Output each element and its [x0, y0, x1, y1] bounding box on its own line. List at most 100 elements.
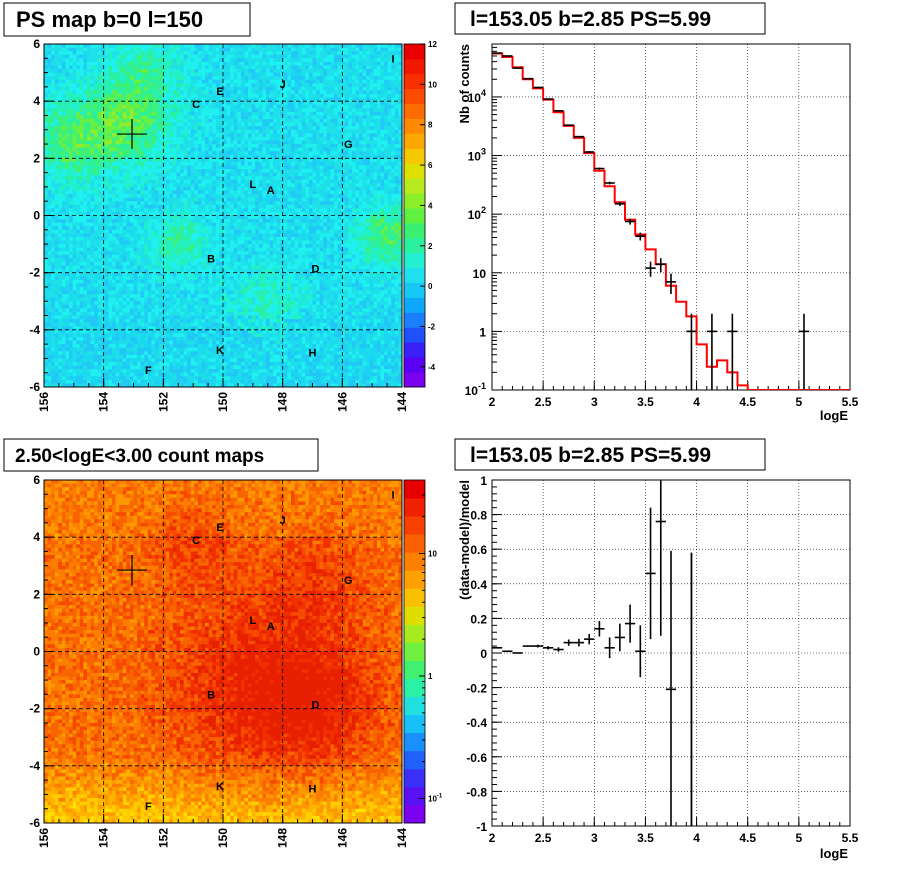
heatmap-cell	[244, 126, 249, 131]
heatmap-cell	[108, 72, 113, 77]
heatmap-cell	[359, 119, 364, 123]
heatmap-cell	[359, 58, 364, 63]
heatmap-cell	[341, 208, 346, 213]
heatmap-cell	[341, 144, 346, 149]
heatmap-cell	[86, 215, 91, 220]
heatmap-cell	[97, 186, 102, 191]
heatmap-cell	[65, 122, 70, 127]
heatmap-cell	[298, 76, 303, 81]
heatmap-cell	[212, 197, 217, 202]
heatmap-cell	[362, 204, 367, 209]
heatmap-cell	[165, 151, 170, 156]
heatmap-cell	[344, 69, 349, 73]
heatmap-cell	[362, 51, 367, 56]
heatmap-cell	[319, 140, 324, 145]
heatmap-cell	[276, 83, 281, 88]
heatmap-cell	[194, 144, 199, 149]
heatmap-cell	[287, 111, 292, 116]
heatmap-cell	[341, 211, 346, 216]
heatmap-cell	[169, 201, 174, 206]
heatmap-cell	[201, 176, 206, 181]
heatmap-cell	[305, 126, 310, 131]
heatmap-cell	[44, 144, 48, 149]
heatmap-cell	[355, 172, 360, 177]
heatmap-cell	[112, 204, 116, 209]
heatmap-cell	[373, 90, 378, 95]
heatmap-cell	[323, 208, 328, 213]
heatmap-cell	[273, 201, 278, 206]
heatmap-cell	[147, 101, 152, 106]
heatmap-cell	[140, 147, 145, 152]
heatmap-cell	[276, 183, 281, 188]
heatmap-cell	[223, 108, 227, 113]
heatmap-cell	[47, 215, 52, 220]
heatmap-cell	[137, 161, 142, 166]
heatmap-cell	[187, 86, 192, 91]
heatmap-cell	[187, 72, 192, 77]
heatmap-cell	[348, 197, 353, 202]
heatmap-cell	[362, 86, 367, 91]
heatmap-cell	[44, 197, 48, 202]
heatmap-cell	[187, 119, 192, 123]
heatmap-cell	[226, 83, 231, 88]
heatmap-cell	[86, 119, 91, 123]
heatmap-cell	[65, 94, 70, 98]
heatmap-cell	[208, 54, 213, 59]
heatmap-cell	[54, 161, 59, 166]
heatmap-cell	[129, 151, 134, 156]
heatmap-cell	[384, 144, 389, 149]
heatmap-cell	[197, 94, 202, 98]
heatmap-cell	[187, 190, 192, 195]
heatmap-cell	[355, 176, 360, 181]
heatmap-cell	[94, 83, 99, 88]
heatmap-cell	[373, 108, 378, 113]
heatmap-cell	[144, 111, 149, 116]
heatmap-cell	[162, 211, 167, 216]
heatmap-cell	[208, 86, 213, 91]
heatmap-cell	[65, 83, 70, 88]
heatmap-cell	[333, 211, 338, 216]
heatmap-cell	[380, 165, 385, 170]
heatmap-cell	[312, 197, 317, 202]
heatmap-cell	[348, 176, 353, 181]
heatmap-cell	[194, 133, 199, 138]
heatmap-cell	[65, 126, 70, 131]
heatmap-cell	[301, 165, 306, 170]
heatmap-cell	[205, 154, 210, 159]
heatmap-cell	[273, 119, 278, 123]
heatmap-cell	[366, 215, 371, 220]
heatmap-cell	[251, 97, 256, 102]
heatmap-cell	[126, 69, 131, 73]
heatmap-cell	[226, 101, 231, 106]
heatmap-cell	[305, 144, 310, 149]
heatmap-cell	[291, 76, 295, 81]
heatmap-cell	[122, 65, 127, 70]
heatmap-cell	[94, 108, 99, 113]
heatmap-cell	[369, 54, 374, 59]
heatmap-cell	[162, 133, 167, 138]
heatmap-cell	[208, 76, 213, 81]
heatmap-cell	[133, 208, 138, 213]
heatmap-cell	[269, 129, 274, 134]
heatmap-cell	[147, 83, 152, 88]
heatmap-cell	[76, 219, 81, 224]
heatmap-cell	[169, 97, 174, 102]
heatmap-cell	[205, 119, 210, 123]
heatmap-cell	[237, 197, 242, 202]
heatmap-cell	[391, 97, 396, 102]
heatmap-cell	[251, 154, 256, 159]
heatmap-cell	[119, 165, 124, 170]
heatmap-cell	[104, 190, 109, 195]
heatmap-cell	[330, 44, 335, 48]
heatmap-cell	[301, 172, 306, 177]
heatmap-cell	[362, 215, 367, 220]
heatmap-cell	[301, 179, 306, 184]
heatmap-cell	[158, 169, 163, 174]
heatmap-cell	[180, 94, 185, 98]
heatmap-cell	[287, 83, 292, 88]
heatmap-cell	[233, 197, 238, 202]
heatmap-cell	[112, 201, 116, 206]
heatmap-cell	[373, 58, 378, 63]
heatmap-cell	[283, 147, 288, 152]
heatmap-cell	[208, 101, 213, 106]
